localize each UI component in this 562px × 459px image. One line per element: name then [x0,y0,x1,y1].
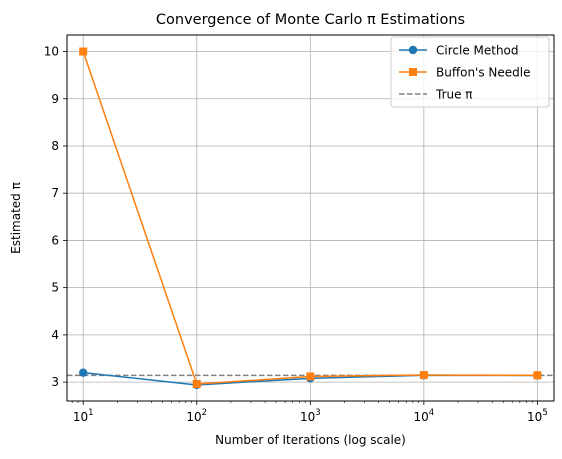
buffon-s-needle-marker [192,379,201,388]
x-tick-exponent: 1 [88,408,93,418]
series-lines [79,47,542,390]
legend: Circle Method Buffon's Needle True π [390,36,550,108]
x-tick-base: 10 [73,410,88,424]
y-tick-label: 5 [51,281,59,295]
y-tick-label: 10 [44,45,59,59]
legend-label: Circle Method [436,44,519,58]
x-tick-label: 103 [300,408,321,424]
y-tick-label: 8 [51,139,59,153]
x-tick-label: 104 [414,408,435,424]
x-tick-base: 10 [527,410,542,424]
x-tick-exponent: 2 [202,408,207,418]
x-tick-base: 10 [300,410,315,424]
legend-circle-marker [408,45,418,55]
x-tick-base: 10 [186,410,201,424]
x-tick-base: 10 [414,410,429,424]
x-tick-label: 101 [73,408,94,424]
legend-label: Buffon's Needle [436,66,531,80]
legend-square-marker [409,68,417,76]
legend-label: True π [435,88,473,102]
x-tick-label: 105 [527,408,548,424]
y-axis-label: Estimated π [9,182,23,254]
x-axis-label: Number of Iterations (log scale) [215,433,406,447]
circle-method-marker [79,368,88,377]
x-tick-exponent: 3 [315,408,320,418]
legend-entries: Circle Method Buffon's Needle True π [399,44,531,102]
legend-box [390,36,550,108]
buffon-s-needle-marker [306,372,315,381]
x-tick-label: 102 [186,408,207,424]
chart-title: Convergence of Monte Carlo π Estimations [156,12,465,28]
y-tick-label: 7 [51,186,59,200]
y-axis-ticks: 3 4 5 6 7 8 9 10 [44,45,67,389]
y-tick-label: 9 [51,92,59,106]
y-tick-label: 4 [51,328,59,342]
y-tick-label: 3 [51,375,59,389]
x-axis-ticks: 101 102 103 104 105 [71,401,548,424]
y-tick-label: 6 [51,233,59,247]
x-tick-exponent: 4 [429,408,434,418]
buffon-s-needle-marker [533,371,542,380]
x-tick-exponent: 5 [542,408,547,418]
buffon-s-needle-marker [419,371,428,380]
buffon-s-needle-marker [79,47,88,56]
